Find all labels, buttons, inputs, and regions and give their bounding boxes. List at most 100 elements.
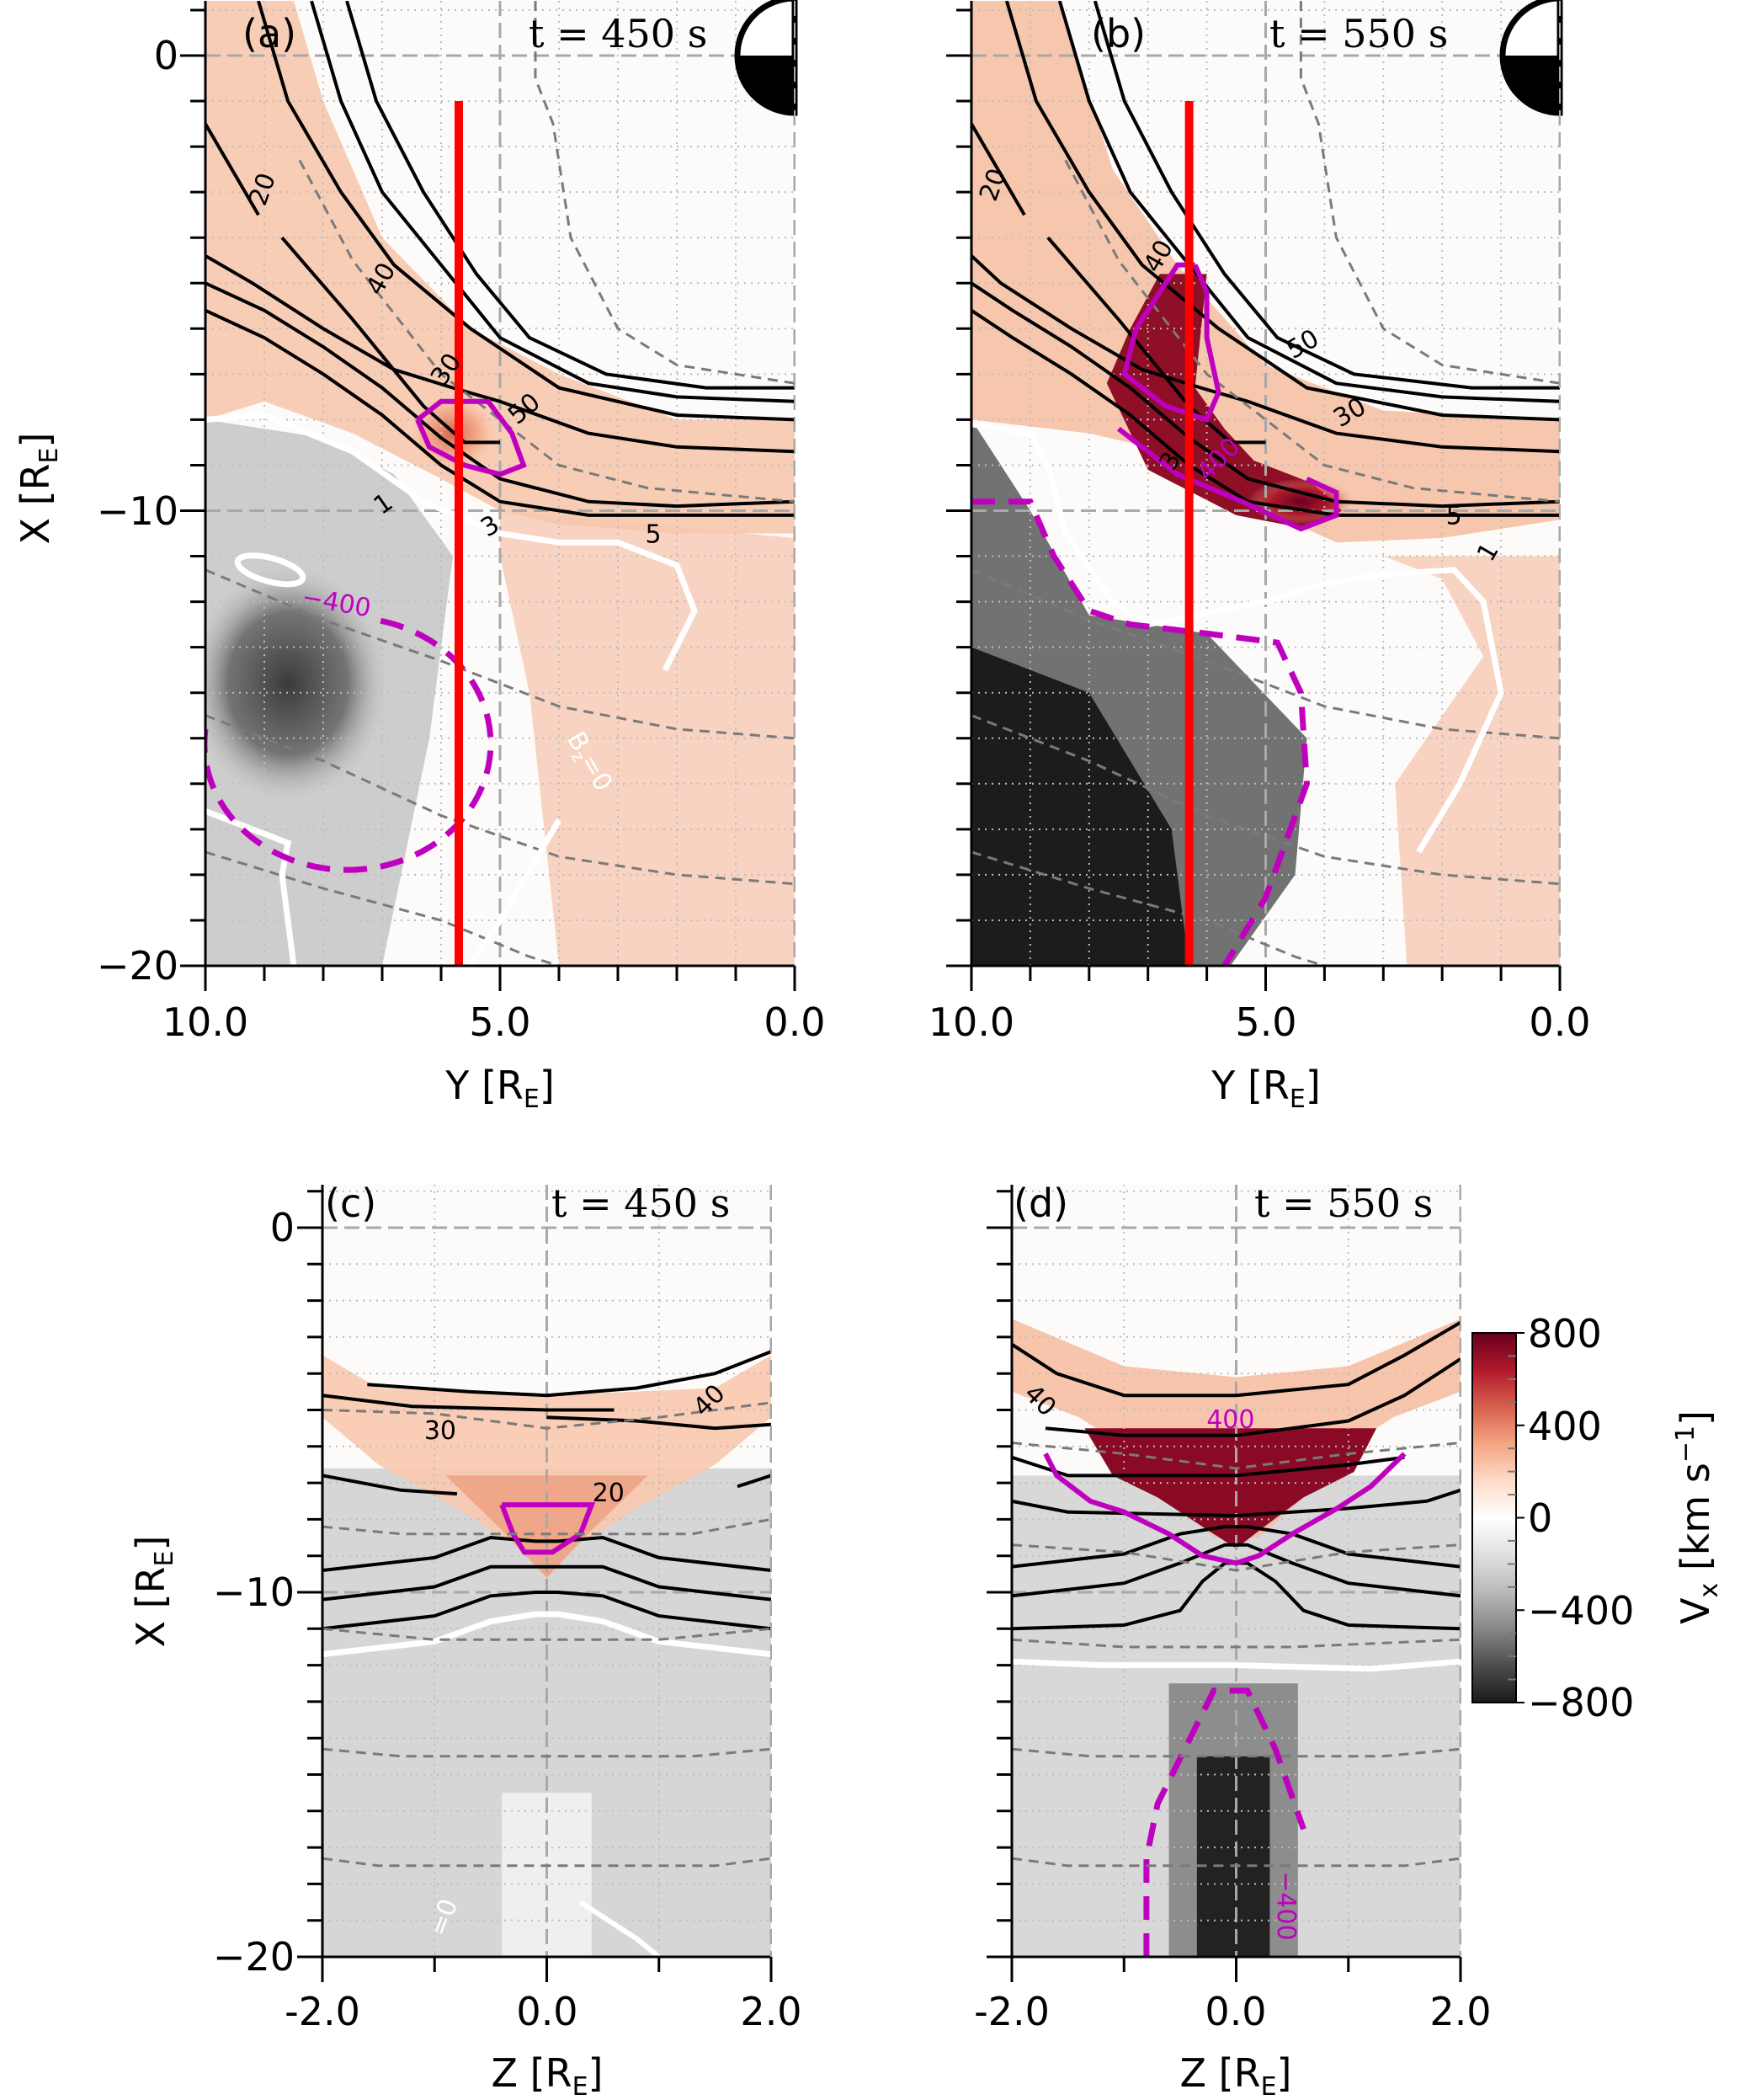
- dashed-contour-line: [298, 159, 795, 504]
- negative-vx-core: [205, 565, 388, 802]
- colorbar-label-units: [km s: [1673, 1463, 1718, 1583]
- colorbar: [1471, 1332, 1524, 1703]
- panel-a-xlabel-sub: E: [524, 1085, 540, 1114]
- panel-c-xtick-2: 2.0: [740, 1989, 801, 2034]
- contour-label: −400: [1271, 1871, 1301, 1940]
- bz-contour-line: [322, 1474, 458, 1496]
- bz-zero-loop: [234, 552, 306, 588]
- panel-c-xtick-1: 0.0: [516, 1989, 577, 2034]
- panel-c-ylabel-sub: E: [150, 1550, 179, 1566]
- panel-a-xtick-0: 10.0: [162, 999, 248, 1045]
- panel-a-ytick-0: 0: [154, 33, 178, 78]
- panel-b-xlabel-main: Y [R: [1211, 1063, 1290, 1108]
- vx-minus400-contour: [1143, 1687, 1306, 1957]
- colorbar-tick-label-800: 800: [1528, 1311, 1602, 1356]
- panel-b-time: t = 550 s: [1269, 11, 1448, 56]
- dashed-contour-line: [1299, 1, 1560, 385]
- panel-a-label: (a): [242, 11, 296, 56]
- panel-c-label: (c): [325, 1181, 376, 1226]
- bz-contour-line: [367, 1350, 771, 1398]
- panel-d-xlabel: Z [RE]: [1180, 2050, 1292, 2100]
- earth-night-side: [1503, 56, 1560, 113]
- contour-label-text: 20: [593, 1479, 625, 1508]
- panel-c-ylabel-end: ]: [128, 1536, 173, 1551]
- bz-contour-line: [310, 1, 795, 403]
- bz-contour-line: [345, 1, 795, 390]
- a-plot-area: [205, 1, 795, 966]
- contour-label: 400: [1206, 1405, 1254, 1435]
- colorbar-tick-label-0: 0: [1528, 1495, 1552, 1541]
- panel-a-ylabel-main: X [R: [13, 463, 58, 544]
- contour-label-text: 5: [645, 520, 661, 549]
- bz-contour-line: [1057, 1, 1560, 403]
- dashed-contour-line: [322, 1517, 771, 1536]
- panel-c-xlabel-end: ]: [588, 2050, 604, 2096]
- panel-c-ytick-1: −10: [213, 1570, 295, 1615]
- positive-vx-region: [500, 510, 795, 966]
- panel-c-xlabel-sub: E: [572, 2072, 588, 2100]
- bz-contour-line: [971, 123, 1026, 216]
- panel-a-xlabel-main: Y [R: [444, 1063, 524, 1108]
- panel-a-xtick-1: 5.0: [469, 999, 530, 1045]
- panel-a-ylabel: X [RE]: [13, 433, 64, 545]
- dashed-contour-line: [534, 1, 795, 385]
- bz-contour-line: [971, 254, 1560, 454]
- bz-contour-line: [205, 254, 795, 454]
- bz-contour-line: [322, 1591, 771, 1631]
- colorbar-tick-label-m400: −400: [1528, 1588, 1634, 1634]
- panel-a-xtick-2: 0.0: [764, 999, 825, 1045]
- dashed-contour-line: [205, 714, 795, 886]
- panel-c-xlabel-main: Z [R: [492, 2050, 572, 2096]
- bz-contour-line: [322, 1564, 771, 1602]
- bz-contour-line: [1004, 1, 1560, 422]
- panel-c-ytick-2: −20: [213, 1934, 295, 1980]
- dashed-contour-line: [1012, 1857, 1461, 1868]
- panel-a-ylabel-end: ]: [13, 433, 58, 448]
- dashed-contour-line: [322, 1627, 771, 1641]
- dashed-contour-line: [971, 714, 1560, 886]
- panel-d-xlabel-sub: E: [1261, 2072, 1277, 2100]
- contour-label: 5: [1446, 502, 1462, 531]
- panel-c-ytick-0: 0: [270, 1205, 295, 1250]
- vx-minus400-contour: [971, 498, 1310, 966]
- contour-label: 30: [424, 1416, 456, 1446]
- bz-zero-line: [205, 412, 698, 672]
- panel-b-xtick-0: 10.0: [929, 999, 1014, 1045]
- panel-d-time: t = 550 s: [1254, 1181, 1433, 1226]
- dashed-contour-line: [205, 568, 795, 740]
- dashed-contour-line: [205, 850, 560, 966]
- contour-label-text: 400: [1206, 1405, 1254, 1435]
- colorbar-bar: [1471, 1332, 1517, 1703]
- panel-a-ytick-2: −20: [97, 943, 178, 989]
- panel-a-ytick-1: −10: [97, 488, 178, 534]
- panel-b-label: (b): [1091, 11, 1146, 56]
- colorbar-tick-label-m800: −800: [1528, 1680, 1634, 1725]
- panel-c-ylabel-main: X [R: [128, 1566, 173, 1647]
- contour-label-text: −400: [1271, 1871, 1301, 1940]
- bz-zero-line: [578, 1900, 661, 1957]
- panel-b-xlabel-end: ]: [1306, 1063, 1321, 1108]
- earth-night-side: [737, 56, 795, 113]
- bz-zero-line: [468, 818, 562, 966]
- panel-c-xlabel: Z [RE]: [492, 2050, 604, 2100]
- panel-a-xlabel: Y [RE]: [444, 1063, 555, 1114]
- panel-c-ylabel: X [RE]: [128, 1536, 179, 1648]
- contour-label: 5: [645, 520, 661, 549]
- bz-contour-line: [737, 1474, 771, 1489]
- b-plot-area: [971, 1, 1560, 966]
- panel-d-label: (d): [1014, 1181, 1068, 1226]
- dashed-contour-line: [322, 1747, 771, 1758]
- contour-label: 20: [593, 1479, 625, 1508]
- bz-contour-line: [205, 281, 795, 509]
- bz-contour-line: [205, 123, 260, 216]
- c-plot-area: [322, 1185, 771, 1957]
- strong-negative-vx-column: [1196, 1756, 1270, 1957]
- d-plot-area: [1012, 1185, 1461, 1957]
- positive-vx-region: [205, 1, 795, 534]
- vx-plus400-contour: [1043, 1452, 1407, 1566]
- bz-zero-line: [971, 421, 1504, 854]
- bz-contour-line: [1093, 1, 1560, 390]
- dashed-contour-line: [322, 1857, 771, 1868]
